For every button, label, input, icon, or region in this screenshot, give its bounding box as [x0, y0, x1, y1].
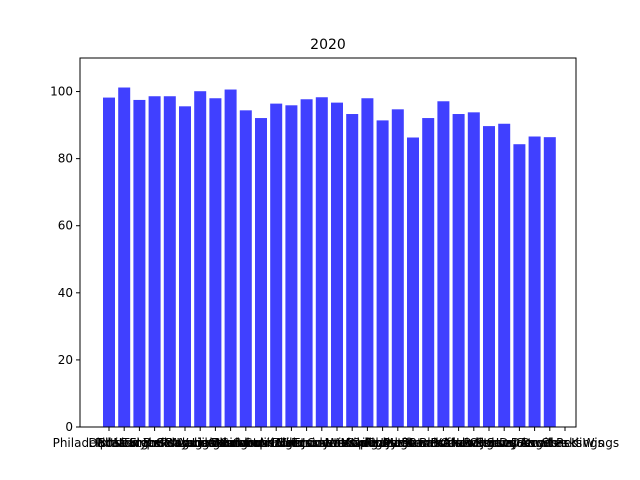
- x-tick-label: Edmonton Oilers: [211, 436, 311, 450]
- x-tick-label: Columbus Blue Jackets: [208, 436, 344, 450]
- bar: [467, 112, 480, 427]
- x-tick-label: Arizona Coyotes: [258, 436, 355, 450]
- bar: [163, 96, 176, 428]
- bar: [255, 118, 267, 428]
- bar: [391, 109, 404, 427]
- x-tick-label: New York Islanders: [113, 436, 226, 450]
- bar: [194, 91, 207, 428]
- x-tick-label: Colorado Avalanche: [156, 436, 275, 450]
- bar: [224, 89, 237, 427]
- bar: [528, 136, 541, 427]
- x-tick-label: Chicago Blackhawks: [367, 436, 489, 450]
- x-tick-label: Washington Capitals: [169, 436, 292, 450]
- x-tick-label: Winnipeg Jets: [327, 436, 409, 450]
- x-tick-label: St. Louis Blues: [156, 436, 244, 450]
- x-tick-label: Montreal Canadiens: [384, 436, 503, 450]
- bar: [118, 87, 131, 428]
- x-tick-label: Florida Panthers: [364, 436, 461, 450]
- y-axis: 0 20 40 60 80 100: [50, 85, 80, 434]
- x-tick-label: Ottawa Senators: [469, 436, 569, 450]
- x-tick-label: Vegas Golden Knights: [180, 436, 311, 450]
- x-tick-label: Vancouver Canucks: [278, 436, 396, 450]
- bar: [422, 118, 435, 428]
- x-tick-label: New Jersey Devils: [451, 436, 558, 450]
- bars-group: [103, 87, 556, 428]
- y-tick-label: 60: [58, 219, 73, 233]
- x-tick-label: Boston Bruins: [98, 436, 181, 450]
- bar: [498, 123, 511, 427]
- bar: [483, 126, 495, 427]
- x-tick-label: Buffalo Sabres: [430, 436, 517, 450]
- bar: [376, 120, 389, 427]
- x-tick-label: Carolina Hurricanes: [232, 436, 350, 450]
- bar: [285, 105, 298, 428]
- bar: [103, 97, 115, 427]
- bar: [239, 110, 252, 427]
- bar: [179, 106, 191, 427]
- bar: [543, 137, 556, 428]
- x-tick-label: Anaheim Ducks: [442, 436, 536, 450]
- bar: [209, 98, 222, 427]
- x-tick-label: Nashville Predators: [325, 436, 441, 450]
- x-tick-label: Minnesota Wild: [276, 436, 368, 450]
- x-tick-label: San Jose Sharks: [487, 436, 582, 450]
- bar: [270, 103, 283, 428]
- x-tick-label: Toronto Maple Leafs: [291, 436, 412, 450]
- y-tick-label: 0: [65, 420, 73, 434]
- bar: [331, 102, 343, 428]
- x-tick-label: Philadelphia Flyers: [53, 436, 166, 450]
- y-tick-label: 40: [58, 286, 73, 300]
- x-tick-label: Dallas Stars: [88, 436, 160, 450]
- x-tick-label: Tampa Bay Lightning: [121, 436, 248, 450]
- bar: [148, 96, 161, 428]
- bar: [346, 114, 359, 428]
- x-tick-label: Pittsburgh Penguins: [95, 436, 214, 450]
- y-tick-label: 20: [58, 353, 73, 367]
- bar: [315, 97, 328, 427]
- bar: [452, 114, 465, 428]
- bar: [437, 101, 450, 428]
- bar: [361, 98, 374, 427]
- y-tick-label: 100: [50, 85, 73, 99]
- bar: [133, 99, 146, 428]
- chart-title: 2020: [310, 37, 346, 53]
- bar: [513, 144, 526, 427]
- x-tick-label: Detroit Red Wings: [511, 436, 619, 450]
- x-tick-label: Calgary Flames: [351, 436, 444, 450]
- x-tick-label: New York Rangers: [405, 436, 513, 450]
- plot-frame: [79, 57, 577, 428]
- bar: [300, 99, 313, 427]
- x-tick-label: Los Angeles Kings: [496, 436, 604, 450]
- bar: [407, 137, 419, 427]
- y-tick-label: 80: [58, 152, 73, 166]
